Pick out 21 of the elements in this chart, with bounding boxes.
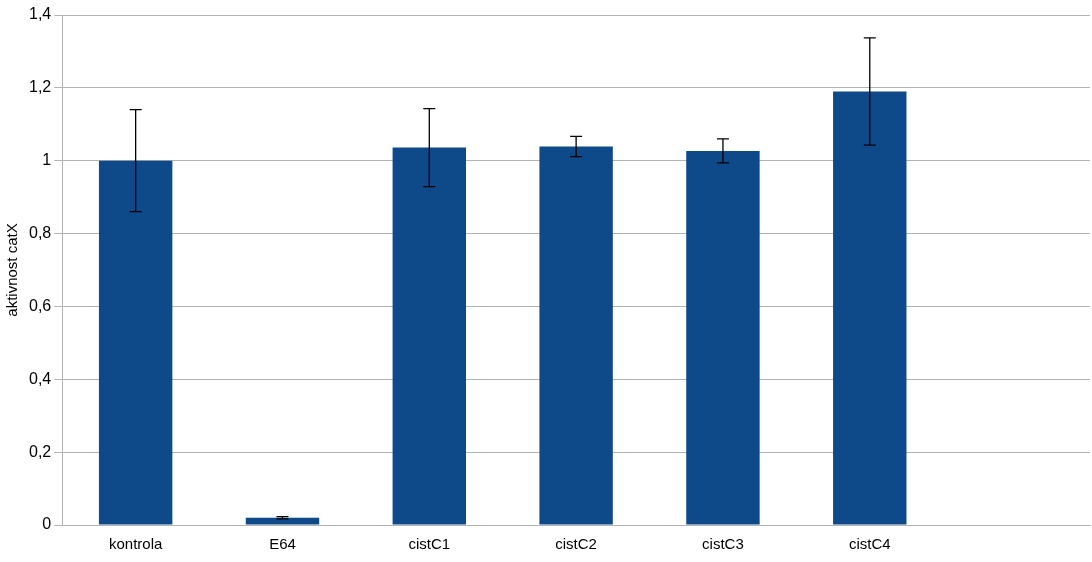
y-tick-label: 0,6 — [28, 296, 52, 314]
y-tick-label: 1 — [42, 151, 52, 169]
y-tick-label: 1,4 — [28, 5, 52, 23]
x-tick-label: cistC1 — [408, 535, 451, 553]
bar — [539, 146, 613, 525]
bar — [686, 150, 760, 525]
x-tick-label: cistC2 — [555, 535, 597, 553]
x-tick-label: cistC4 — [848, 535, 891, 553]
y-axis-title: aktivnost catX — [3, 223, 21, 317]
y-tick-label: 0,8 — [28, 223, 52, 241]
bar — [98, 160, 173, 525]
y-tick-label: 1,2 — [28, 78, 52, 96]
y-tick-label: 0,4 — [28, 369, 52, 387]
bar — [833, 91, 907, 525]
x-tick-label: kontrola — [108, 535, 163, 553]
x-tick-label: E64 — [269, 535, 296, 553]
y-tick-label: 0,2 — [28, 442, 52, 460]
x-tick-label: cistC3 — [702, 535, 744, 553]
bar — [245, 517, 320, 525]
bar — [392, 147, 466, 525]
y-tick-label: 0 — [42, 515, 52, 533]
